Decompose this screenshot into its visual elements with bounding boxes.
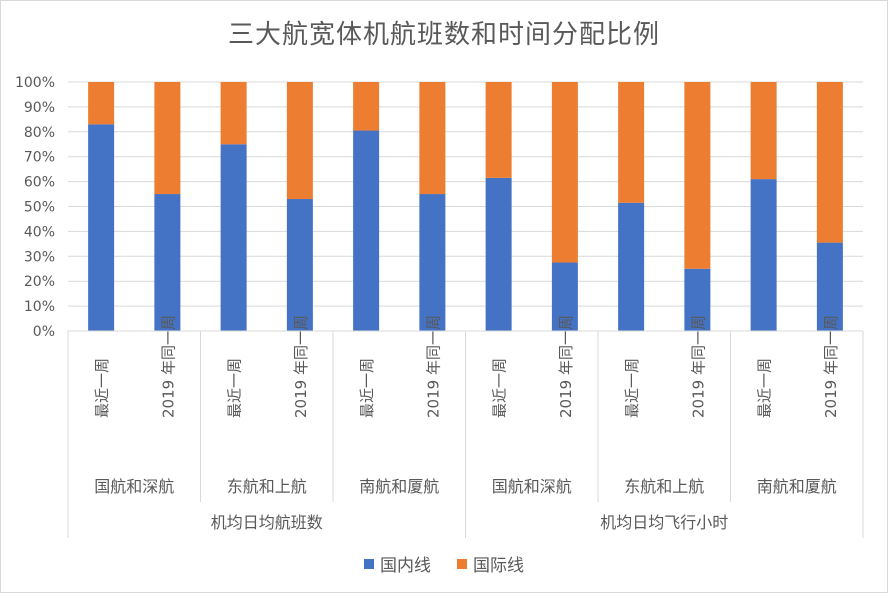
x-category-label: 2019 年同一周 [292, 315, 310, 418]
x-category-label: 最近一周 [756, 358, 774, 418]
bar-domestic [750, 179, 777, 331]
x-category-label: 最近一周 [623, 358, 641, 418]
airline-label: 南航和厦航 [757, 477, 837, 496]
x-category-label: 最近一周 [93, 358, 111, 418]
bar-international [220, 82, 247, 145]
x-category-label: 2019 年同一周 [159, 315, 177, 418]
y-tick-label: 30% [24, 249, 55, 265]
bar-international [485, 82, 512, 178]
y-tick-label: 10% [24, 299, 55, 315]
bar-domestic [618, 202, 645, 331]
bar-domestic [220, 144, 247, 331]
x-category-label: 2019 年同一周 [689, 315, 707, 418]
bar-domestic [88, 124, 115, 331]
x-category-label: 2019 年同一周 [822, 315, 840, 418]
airline-label: 南航和厦航 [359, 477, 439, 496]
legend-item-international: 国际线 [457, 551, 524, 576]
bar-international [618, 82, 645, 203]
legend: 国内线 国际线 [0, 551, 888, 576]
bar-domestic [684, 268, 711, 331]
y-tick-label: 70% [24, 150, 55, 166]
bar-international [419, 82, 446, 195]
bar-domestic [419, 194, 446, 331]
legend-swatch-international [457, 558, 467, 569]
legend-label-domestic: 国内线 [380, 556, 431, 576]
legend-item-domestic: 国内线 [364, 551, 431, 576]
group-label: 机均日均飞行小时 [600, 513, 728, 532]
chart-title: 三大航宽体机航班数和时间分配比例 [227, 20, 660, 50]
legend-swatch-domestic [364, 558, 374, 569]
x-category-label: 2019 年同一周 [557, 315, 575, 418]
x-category-label: 最近一周 [358, 358, 376, 418]
bar-international [750, 82, 777, 180]
airline-label: 国航和深航 [94, 477, 174, 496]
y-tick-label: 80% [24, 125, 55, 141]
x-category-label: 最近一周 [226, 358, 244, 418]
bar-domestic [286, 199, 313, 331]
group-label: 机均日均航班数 [211, 513, 323, 532]
bar-international [286, 82, 313, 200]
airline-label: 东航和上航 [624, 477, 704, 496]
bar-international [88, 82, 115, 125]
y-tick-label: 40% [24, 224, 55, 240]
bar-international [551, 82, 578, 263]
bar-domestic [816, 242, 843, 331]
bar-international [684, 82, 711, 269]
bar-international [816, 82, 843, 243]
bar-international [154, 82, 181, 195]
bar-international [353, 82, 380, 131]
bar-domestic [485, 177, 512, 331]
x-category-label: 2019 年同一周 [424, 315, 442, 418]
bar-domestic [551, 262, 578, 331]
legend-label-international: 国际线 [473, 556, 524, 576]
bar-domestic [154, 194, 181, 331]
y-tick-label: 0% [33, 324, 55, 340]
y-tick-label: 90% [24, 100, 55, 116]
airline-label: 国航和深航 [492, 477, 572, 496]
y-tick-label: 20% [24, 274, 55, 290]
y-tick-label: 60% [24, 175, 55, 191]
y-tick-label: 50% [24, 200, 55, 216]
bar-domestic [353, 130, 380, 331]
y-tick-label: 100% [15, 75, 55, 91]
airline-label: 东航和上航 [227, 477, 307, 496]
x-category-label: 最近一周 [491, 358, 509, 418]
